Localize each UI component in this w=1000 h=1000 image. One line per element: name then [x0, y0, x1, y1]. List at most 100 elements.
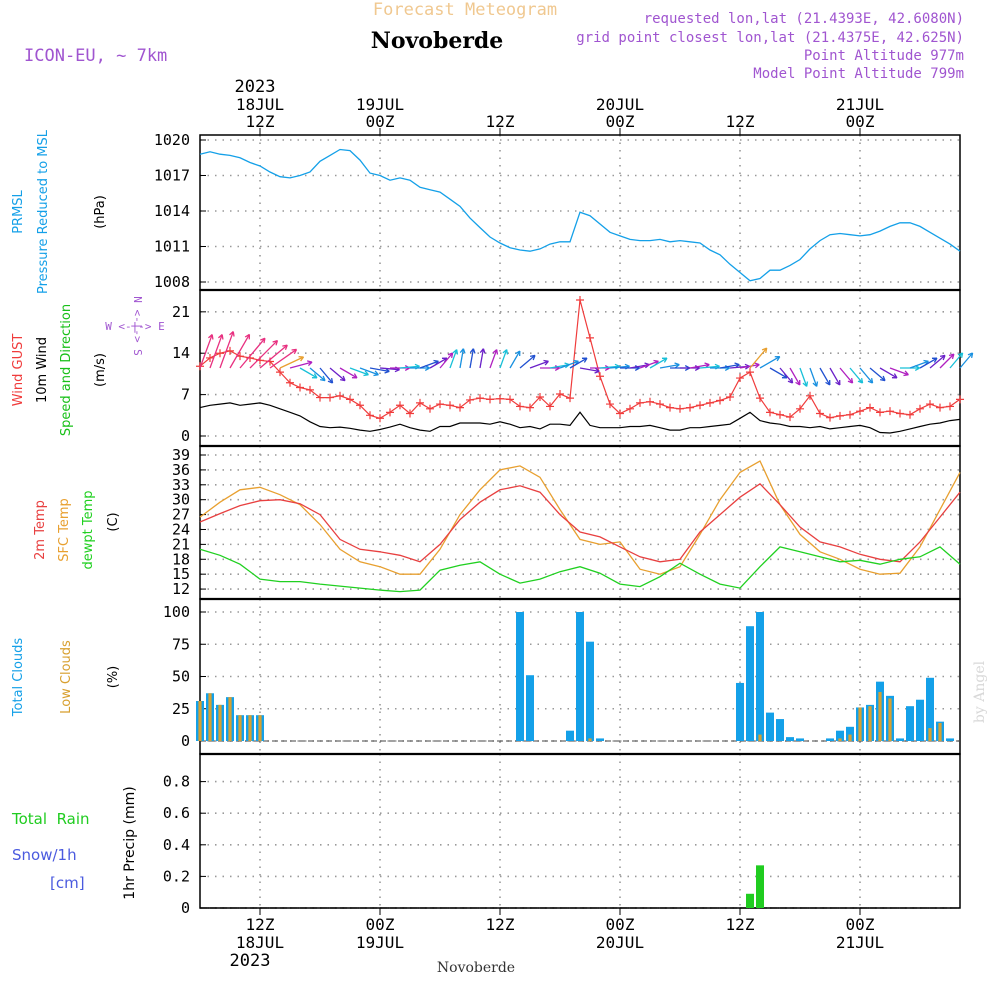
wind-arrow-head [363, 370, 369, 377]
wind-arrow [639, 360, 659, 369]
gust-marker [806, 391, 814, 400]
gust-marker [586, 333, 594, 342]
gust-marker [306, 385, 314, 394]
wind-arrow [759, 356, 781, 369]
wind-arrow [799, 367, 808, 387]
top-axis-hour: 12Z [726, 112, 755, 131]
gust-marker [926, 400, 934, 409]
watermark: by Angel [972, 660, 988, 723]
gust-marker [626, 404, 634, 413]
wind-arrow-head [291, 348, 298, 355]
top-axis-hour: 12Z [486, 112, 515, 131]
super-title: Forecast Meteogram [373, 0, 557, 20]
wind-arrow [419, 360, 439, 369]
gust-marker [896, 409, 904, 418]
wind-arrow-head [939, 354, 946, 361]
gust-line [199, 299, 961, 419]
total-cloud-bar [926, 677, 934, 741]
low-cloud-bar [238, 715, 242, 741]
gust-marker [496, 394, 504, 403]
wind-arrow [519, 354, 536, 369]
wind-arrow-head [327, 377, 334, 384]
wind-arrow-head [879, 375, 886, 382]
gust-marker [936, 403, 944, 412]
pressure-unit: (hPa) [93, 195, 108, 229]
wind-arrow-head [282, 344, 288, 351]
wind-arrow-head [774, 355, 781, 362]
y-tick-label: 1020 [154, 131, 190, 149]
wind-arrow [239, 337, 266, 369]
temp-2m-line [199, 482, 961, 563]
wind-arrow-head [307, 360, 313, 367]
wind-arrow [429, 357, 448, 369]
temp-unit: (C) [106, 512, 121, 531]
gust-marker [366, 411, 374, 420]
gust-marker [696, 401, 704, 410]
low-cloud-bar [928, 728, 932, 741]
total-cloud-bar [596, 738, 604, 741]
wind-arrow-head [339, 375, 346, 382]
gust-marker [376, 414, 384, 423]
y-tick-label: 7 [181, 386, 190, 404]
low-cloud-bar [758, 734, 762, 741]
gust-marker [786, 413, 794, 422]
wind-arrow [359, 367, 379, 376]
total-cloud-bar [776, 719, 784, 741]
gust-marker [836, 411, 844, 420]
gust-marker [206, 353, 214, 362]
wind-arrow-head [825, 379, 831, 386]
wind-arrow-head [479, 348, 486, 354]
wind-labels: Wind GUST 10m Wind Speed and Direction (… [11, 296, 165, 436]
wind-arrow [509, 350, 521, 369]
y-tick-label: 36 [172, 461, 190, 479]
gust-marker [336, 391, 344, 400]
prmsl-label: PRMSL [11, 189, 26, 233]
gust-marker [506, 395, 514, 404]
wind-arrow-head [459, 348, 466, 354]
gust-marker [826, 413, 834, 422]
wind-arrow [499, 349, 508, 369]
y-tick-label: 0.8 [163, 773, 190, 791]
y-tick-label: 21 [172, 535, 190, 553]
wind-arrow [329, 367, 346, 382]
gust-marker [756, 394, 764, 403]
bottom-axis-date: 21JUL [836, 933, 884, 952]
y-tick-label: 0.6 [163, 804, 190, 822]
gust-marker [426, 404, 434, 413]
rain-bar [756, 865, 764, 908]
gust-marker [406, 409, 414, 418]
total-cloud-bar [946, 738, 954, 741]
total-cloud-bar [836, 730, 844, 741]
y-tick-label: 30 [172, 491, 190, 509]
gust-marker [746, 368, 754, 377]
wind-arrow-head [948, 353, 955, 360]
total-cloud-bar [736, 682, 744, 741]
wind-arrow [249, 340, 278, 369]
bottom-axis-date: 19JUL [356, 933, 404, 952]
total-cloud-bar [916, 699, 924, 741]
gust-marker [436, 400, 444, 409]
bottom-axis-hour: 00Z [606, 915, 635, 934]
wind-arrow-head [217, 334, 224, 340]
wind-arrow [379, 367, 400, 371]
low-cloud-bar [868, 706, 872, 741]
wind-arrow [869, 367, 886, 382]
requested-point: requested lon,lat (21.4393E, 42.6080N) [644, 11, 964, 27]
wind-arrow-head [492, 349, 499, 355]
cloud-unit: (%) [106, 666, 121, 689]
wind-arrow-head [754, 362, 760, 369]
low-cloud-bar [888, 698, 892, 741]
y-tick-label: 1014 [154, 202, 190, 220]
gust-marker [736, 374, 744, 383]
y-tick-label: 15 [172, 565, 190, 583]
total-cloud-bar [906, 706, 914, 741]
gust-marker [946, 402, 954, 411]
wind-arrow-head [857, 377, 864, 384]
pressure-line [199, 148, 961, 282]
gust-marker [866, 403, 874, 412]
wind-arrow [489, 349, 498, 369]
gust-marker [906, 410, 914, 419]
grid-point: grid point closest lon,lat (21.4375E, 42… [576, 30, 964, 46]
gust-marker [616, 409, 624, 418]
bottom-axis-hour: 12Z [726, 915, 755, 934]
